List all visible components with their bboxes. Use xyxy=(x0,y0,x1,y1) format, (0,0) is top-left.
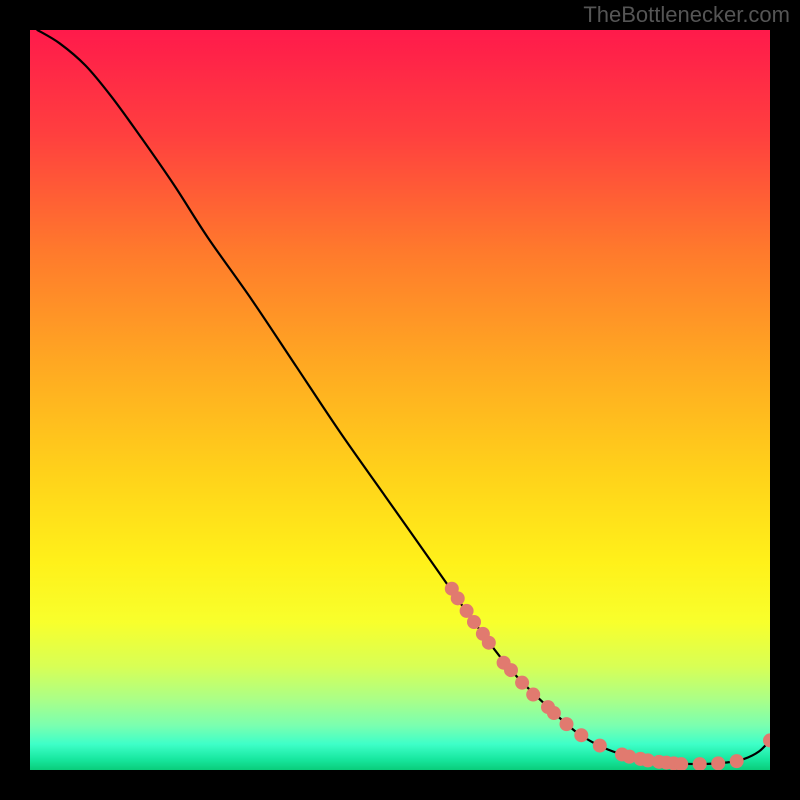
chart-overlay xyxy=(30,30,770,770)
curve-marker xyxy=(730,754,744,768)
curve-marker xyxy=(451,591,465,605)
curve-marker xyxy=(711,756,725,770)
plot-area xyxy=(30,30,770,770)
attribution-label: TheBottlenecker.com xyxy=(583,2,790,28)
chart-stage: TheBottlenecker.com xyxy=(0,0,800,800)
curve-marker xyxy=(482,636,496,650)
marker-group xyxy=(445,582,770,770)
curve-marker xyxy=(547,706,561,720)
curve-marker xyxy=(560,717,574,731)
curve-marker xyxy=(504,663,518,677)
curve-marker xyxy=(693,757,707,770)
curve-marker xyxy=(526,688,540,702)
curve-line xyxy=(37,30,770,764)
curve-marker xyxy=(467,615,481,629)
curve-marker xyxy=(574,728,588,742)
curve-marker xyxy=(593,739,607,753)
curve-marker xyxy=(515,676,529,690)
